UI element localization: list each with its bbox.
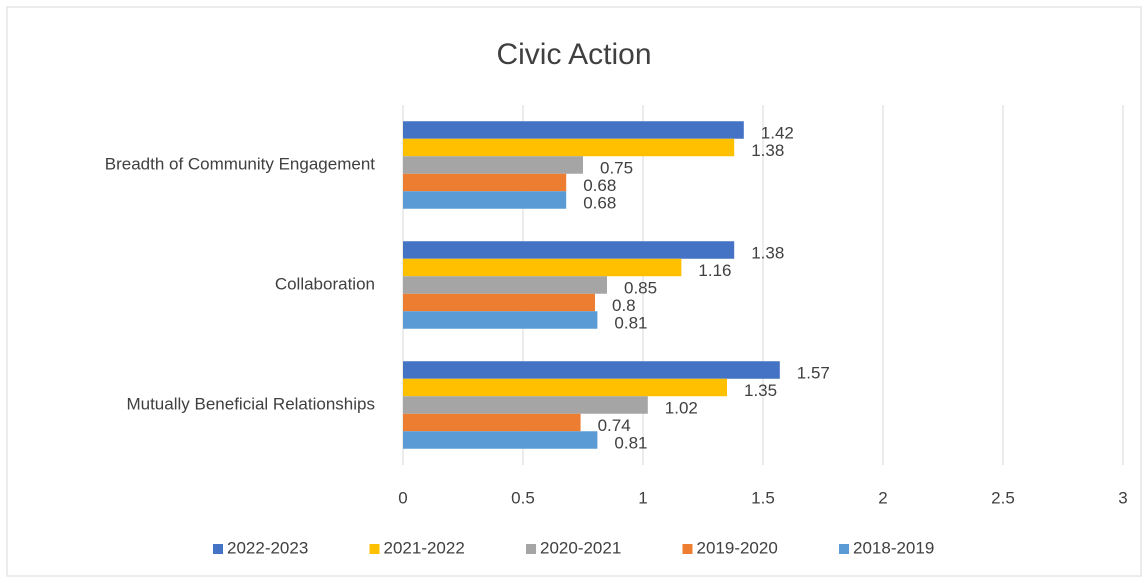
- category-label: Collaboration: [275, 274, 375, 293]
- data-label: 1.42: [761, 123, 794, 142]
- data-label: 0.74: [598, 416, 631, 435]
- category-label: Mutually Beneficial Relationships: [126, 394, 375, 413]
- chart-title: Civic Action: [496, 38, 651, 71]
- bar: [403, 431, 598, 449]
- legend-label: 2018-2019: [853, 538, 934, 557]
- bar: [403, 241, 735, 259]
- x-tick-label: 0.5: [511, 488, 535, 507]
- data-label: 0.75: [600, 158, 633, 177]
- legend-label: 2021-2022: [384, 538, 465, 557]
- data-label: 0.81: [614, 433, 647, 452]
- legend-label: 2022-2023: [227, 538, 308, 557]
- x-tick-label: 2.5: [991, 488, 1015, 507]
- data-label: 1.35: [744, 381, 777, 400]
- category-label: Breadth of Community Engagement: [105, 154, 376, 173]
- bar: [403, 138, 735, 157]
- data-label: 1.38: [751, 243, 784, 262]
- bar: [403, 191, 567, 209]
- data-label: 0.85: [624, 278, 657, 297]
- x-tick-label: 0: [398, 488, 407, 507]
- legend-swatch: [369, 544, 380, 554]
- data-label: 1.57: [797, 363, 830, 382]
- data-label: 0.81: [614, 313, 647, 332]
- bar: [403, 173, 567, 192]
- data-label: 1.16: [698, 261, 731, 280]
- data-label: 0.8: [612, 296, 636, 315]
- legend-swatch: [213, 544, 223, 554]
- bar: [403, 311, 598, 329]
- bar: [403, 276, 607, 294]
- data-label: 1.38: [751, 141, 784, 160]
- bar: [403, 413, 581, 432]
- x-tick-label: 2: [878, 488, 887, 507]
- bar: [403, 378, 727, 397]
- data-label: 1.02: [665, 398, 698, 417]
- data-label: 0.68: [583, 176, 616, 195]
- bar: [403, 396, 648, 414]
- bar: [403, 258, 682, 277]
- bar: [403, 361, 780, 379]
- x-tick-label: 1: [638, 488, 647, 507]
- bar: [403, 293, 595, 312]
- legend-swatch: [682, 544, 693, 554]
- bar: [403, 121, 744, 139]
- bar: [403, 156, 583, 174]
- x-tick-label: 1.5: [751, 488, 775, 507]
- legend-label: 2020-2021: [540, 538, 621, 557]
- legend-label: 2019-2020: [697, 538, 778, 557]
- legend-swatch: [526, 544, 536, 554]
- data-label: 0.68: [583, 193, 616, 212]
- legend-swatch: [839, 544, 849, 554]
- x-tick-label: 3: [1118, 488, 1127, 507]
